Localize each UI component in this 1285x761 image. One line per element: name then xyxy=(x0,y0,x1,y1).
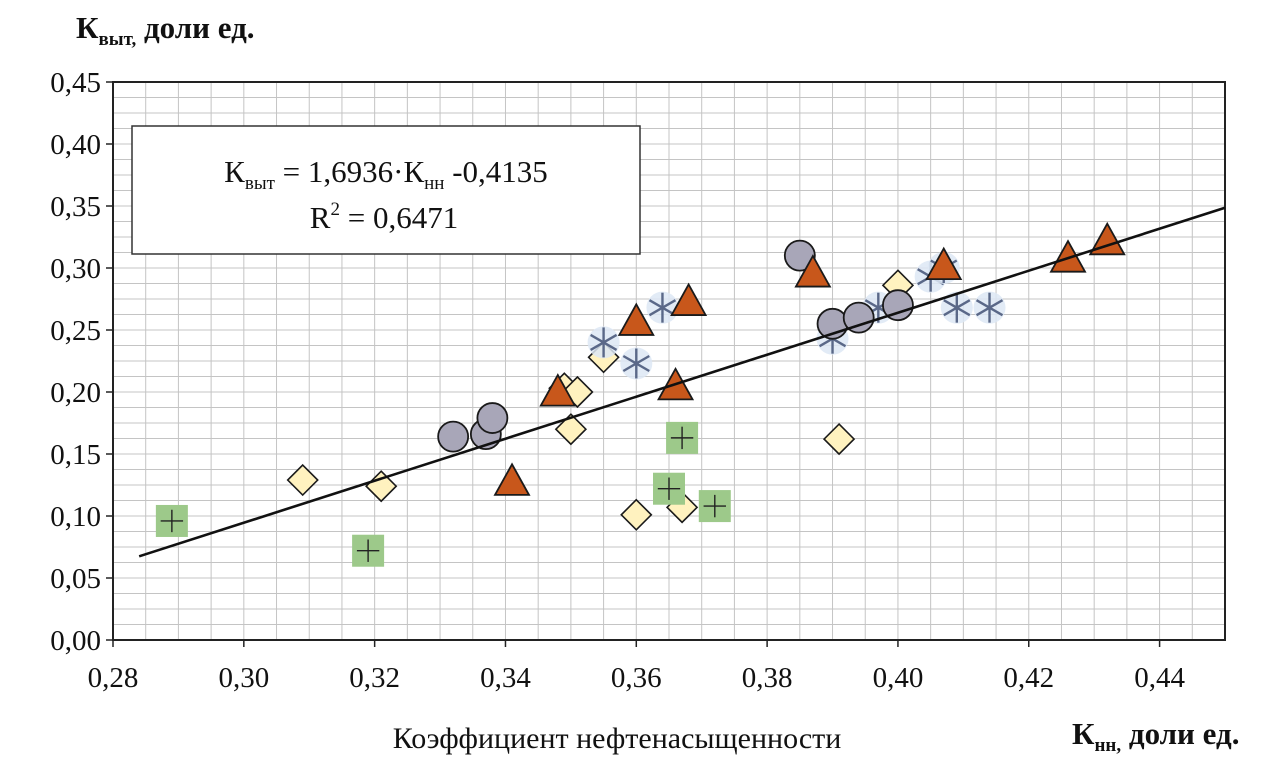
circle-point xyxy=(437,420,470,453)
x-tick-label: 0,42 xyxy=(1003,662,1054,694)
x-tick-label: 0,32 xyxy=(349,662,400,694)
star-point xyxy=(646,291,679,324)
triangle-point xyxy=(794,254,832,288)
circle-point xyxy=(842,301,875,334)
star-point-stroke xyxy=(943,299,971,317)
circle-point xyxy=(476,402,509,434)
circle-point xyxy=(783,239,816,272)
triangle-point xyxy=(1088,221,1126,256)
star-point xyxy=(587,326,620,359)
triangle-point xyxy=(493,462,531,496)
equation-box: Квыт = 1,6936·Кнн -0,4135 R2 = 0,6471 xyxy=(131,125,641,255)
r-squared-line: R2 = 0,6471 xyxy=(310,199,458,235)
x-tick-label: 0,30 xyxy=(218,662,269,694)
x-tick-label: 0,44 xyxy=(1134,662,1185,694)
diamond-point xyxy=(822,422,856,456)
diamond-point xyxy=(286,463,319,497)
star-point-stroke xyxy=(975,299,1004,317)
x-axis-title: Коэффициент нефтенасыщенности xyxy=(393,722,842,755)
star-point xyxy=(940,291,973,324)
y-tick-label: 0,20 xyxy=(50,377,101,409)
y-tick-label: 0,10 xyxy=(50,501,101,533)
y-axis-label: Квыт, доли ед. xyxy=(76,10,255,50)
diamond-point xyxy=(554,413,588,446)
y-tick-label: 0,35 xyxy=(50,191,101,223)
square-point xyxy=(155,504,188,537)
star-point-stroke xyxy=(622,354,650,373)
y-tick-label: 0,25 xyxy=(50,315,101,347)
y-tick-label: 0,05 xyxy=(50,563,101,595)
triangle-point xyxy=(670,282,708,316)
star-point-stroke xyxy=(648,299,677,317)
y-tick-label: 0,30 xyxy=(50,253,101,285)
data-points xyxy=(155,221,1126,567)
equation-box-frame xyxy=(131,125,641,255)
circle-point xyxy=(882,289,914,322)
triangle-point xyxy=(1049,239,1087,273)
x-tick-label: 0,40 xyxy=(873,662,924,694)
diamond-point xyxy=(620,498,653,531)
plot-area xyxy=(112,81,1226,641)
y-tick-label: 0,00 xyxy=(50,625,101,657)
square-point xyxy=(653,472,685,505)
triangle-point xyxy=(617,302,655,336)
square-point xyxy=(666,421,699,454)
x-axis-unit-label: Кнн, доли ед. xyxy=(1072,716,1239,756)
square-point xyxy=(698,490,731,523)
triangle-point xyxy=(925,246,963,281)
star-point xyxy=(973,291,1006,324)
x-tick-label: 0,36 xyxy=(611,662,662,694)
x-tick-label: 0,28 xyxy=(88,662,139,694)
square-point xyxy=(352,534,385,567)
trendline-group xyxy=(138,206,1226,558)
tick-labels: 0,28 0,30 0,32 0,34 0,36 0,38 0,40 0,42 0,44 0,00… xyxy=(50,67,1185,694)
x-tick-label: 0,34 xyxy=(480,662,531,694)
y-tick-label: 0,15 xyxy=(50,439,101,471)
star-point xyxy=(620,347,653,380)
y-tick-label: 0,40 xyxy=(50,129,101,161)
x-tick-label: 0,38 xyxy=(742,662,793,694)
equation-line: Квыт = 1,6936·Кнн -0,4135 xyxy=(224,154,548,194)
triangle-point xyxy=(539,373,577,407)
y-tick-label: 0,45 xyxy=(50,67,101,99)
star-point-stroke xyxy=(589,333,618,351)
trendline xyxy=(138,206,1226,558)
